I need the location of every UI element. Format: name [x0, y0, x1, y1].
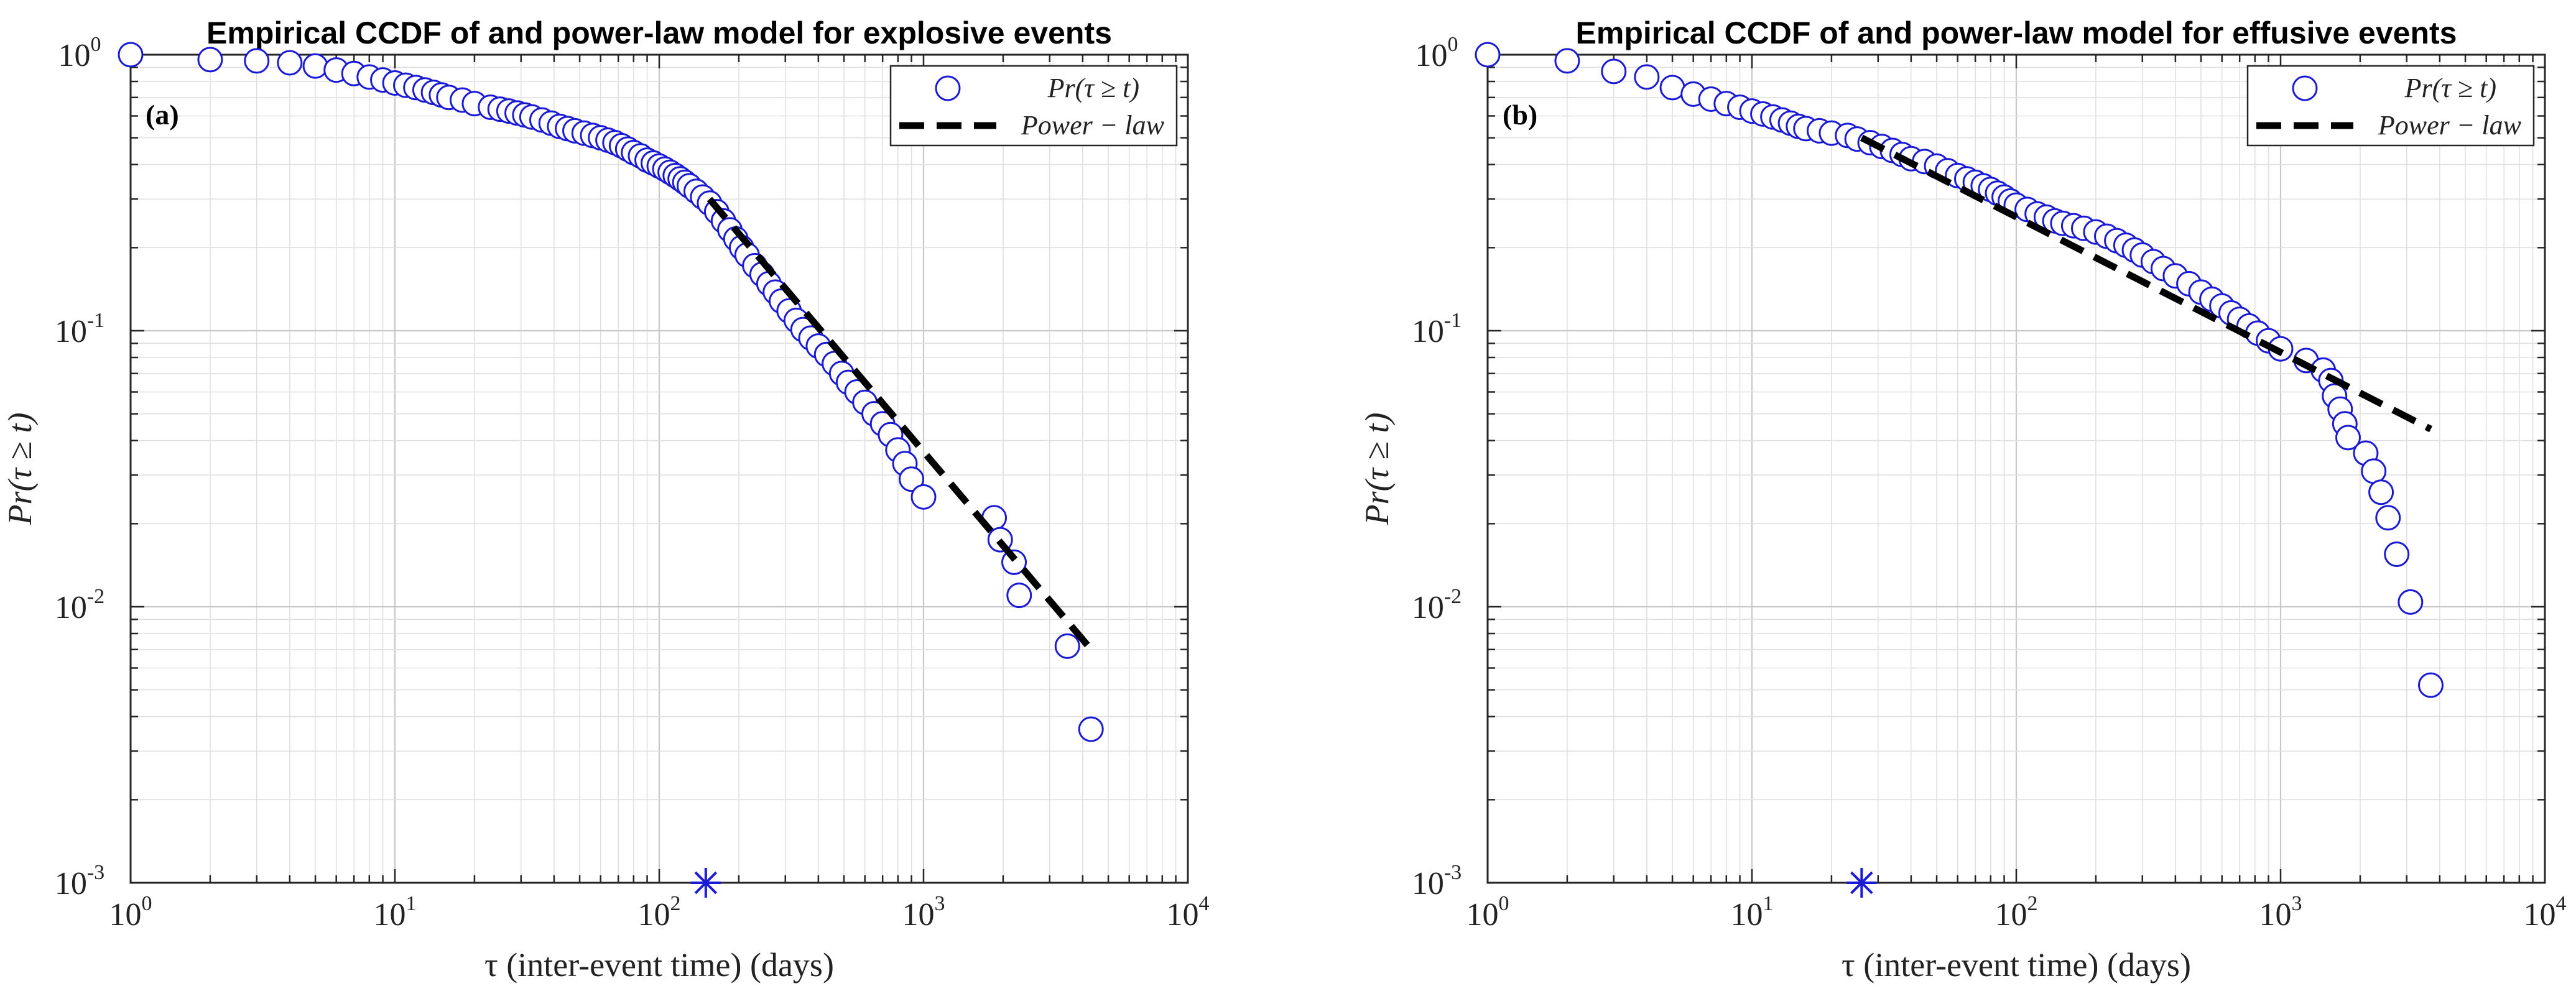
data-point [118, 42, 144, 68]
data-point [302, 53, 328, 79]
power-law-fit-line [1860, 134, 2432, 433]
tick-marks [1486, 53, 2546, 884]
data-point [1006, 583, 1032, 609]
asterisk-stroke [1850, 871, 1873, 895]
data-point [244, 48, 270, 74]
grid [131, 55, 1188, 883]
x-tick-label: 100 [109, 892, 152, 933]
y-tick-label: 10-3 [55, 861, 104, 901]
data-point [1554, 48, 1580, 74]
x-tick-label: 103 [2259, 892, 2302, 933]
power-law-fit-line [707, 196, 1091, 648]
legend-box [2246, 65, 2535, 147]
chart-panel-b: 100 101 102 103 104 10-3 10-2 10-1 100 Empirical … [1358, 16, 2567, 983]
y-tick-label: 10-1 [1412, 309, 1462, 349]
chart-title: Empirical CCDF of and power-law model fo… [206, 16, 1112, 50]
data-point [2417, 672, 2444, 698]
grid [1488, 55, 2545, 883]
legend-marker-circle [935, 75, 961, 101]
x-tick-label: 103 [902, 892, 945, 933]
y-tick-label: 100 [1415, 33, 1458, 73]
x-tick-label: 101 [1731, 892, 1774, 933]
legend-label-ccdf: Pr(τ ≥ t) [1047, 73, 1139, 103]
legend: Pr(τ ≥ t) Power − law [889, 65, 1178, 147]
data-point [277, 50, 303, 76]
x-tick-label: 101 [374, 892, 417, 933]
data-point [2384, 541, 2410, 567]
panel-label: (a) [146, 99, 179, 131]
data-point [2398, 589, 2424, 615]
data-point [1475, 42, 1501, 68]
legend-marker-circle [2292, 75, 2318, 101]
x-axis-label: τ (inter-event time) (days) [484, 946, 834, 983]
scatter-series [118, 42, 1104, 742]
data-point [197, 47, 223, 73]
data-point [2361, 458, 2387, 484]
chart-title: Empirical CCDF of and power-law model fo… [1576, 16, 2457, 50]
x-tick-label: 100 [1466, 892, 1509, 933]
x-tick-label: 102 [1995, 892, 2038, 933]
x-tick-label: 104 [1167, 892, 1210, 933]
data-point [2335, 425, 2361, 451]
y-axis-label: Pr(τ ≥ t) [1358, 413, 1396, 526]
y-tick-label: 10-2 [1412, 585, 1462, 625]
y-tick-label: 100 [58, 33, 101, 73]
panel-label: (b) [1503, 99, 1537, 131]
x-axis-label: τ (inter-event time) (days) [1842, 946, 2191, 983]
data-point [910, 484, 937, 510]
x-tick-label: 104 [2524, 892, 2567, 933]
y-axis-label: Pr(τ ≥ t) [1, 413, 39, 526]
legend-label-ccdf: Pr(τ ≥ t) [2404, 73, 2496, 103]
y-tick-label: 10-2 [55, 585, 104, 625]
legend-label-power-law: Power − law [2378, 110, 2522, 140]
chart-panel-a: 100 101 102 103 104 10-3 10-2 10-1 100 Empirical … [1, 16, 1210, 983]
y-tick-label: 10-3 [1412, 861, 1462, 901]
legend-label-power-law: Power − law [1021, 110, 1165, 140]
xmin-asterisk-marker [690, 868, 721, 898]
x-tick-label: 102 [638, 892, 681, 933]
data-point [2375, 505, 2401, 531]
asterisk-stroke [694, 871, 718, 895]
data-point [1634, 64, 1660, 90]
data-point [1659, 75, 1685, 101]
data-point [1601, 58, 1627, 85]
legend-box [889, 65, 1178, 147]
data-point [899, 466, 925, 492]
xmin-asterisk-marker [1846, 868, 1877, 898]
data-point [1054, 633, 1080, 659]
data-point [2368, 479, 2394, 505]
y-tick-label: 10-1 [55, 309, 104, 349]
legend: Pr(τ ≥ t) Power − law [2246, 65, 2535, 147]
data-point [1078, 716, 1104, 742]
